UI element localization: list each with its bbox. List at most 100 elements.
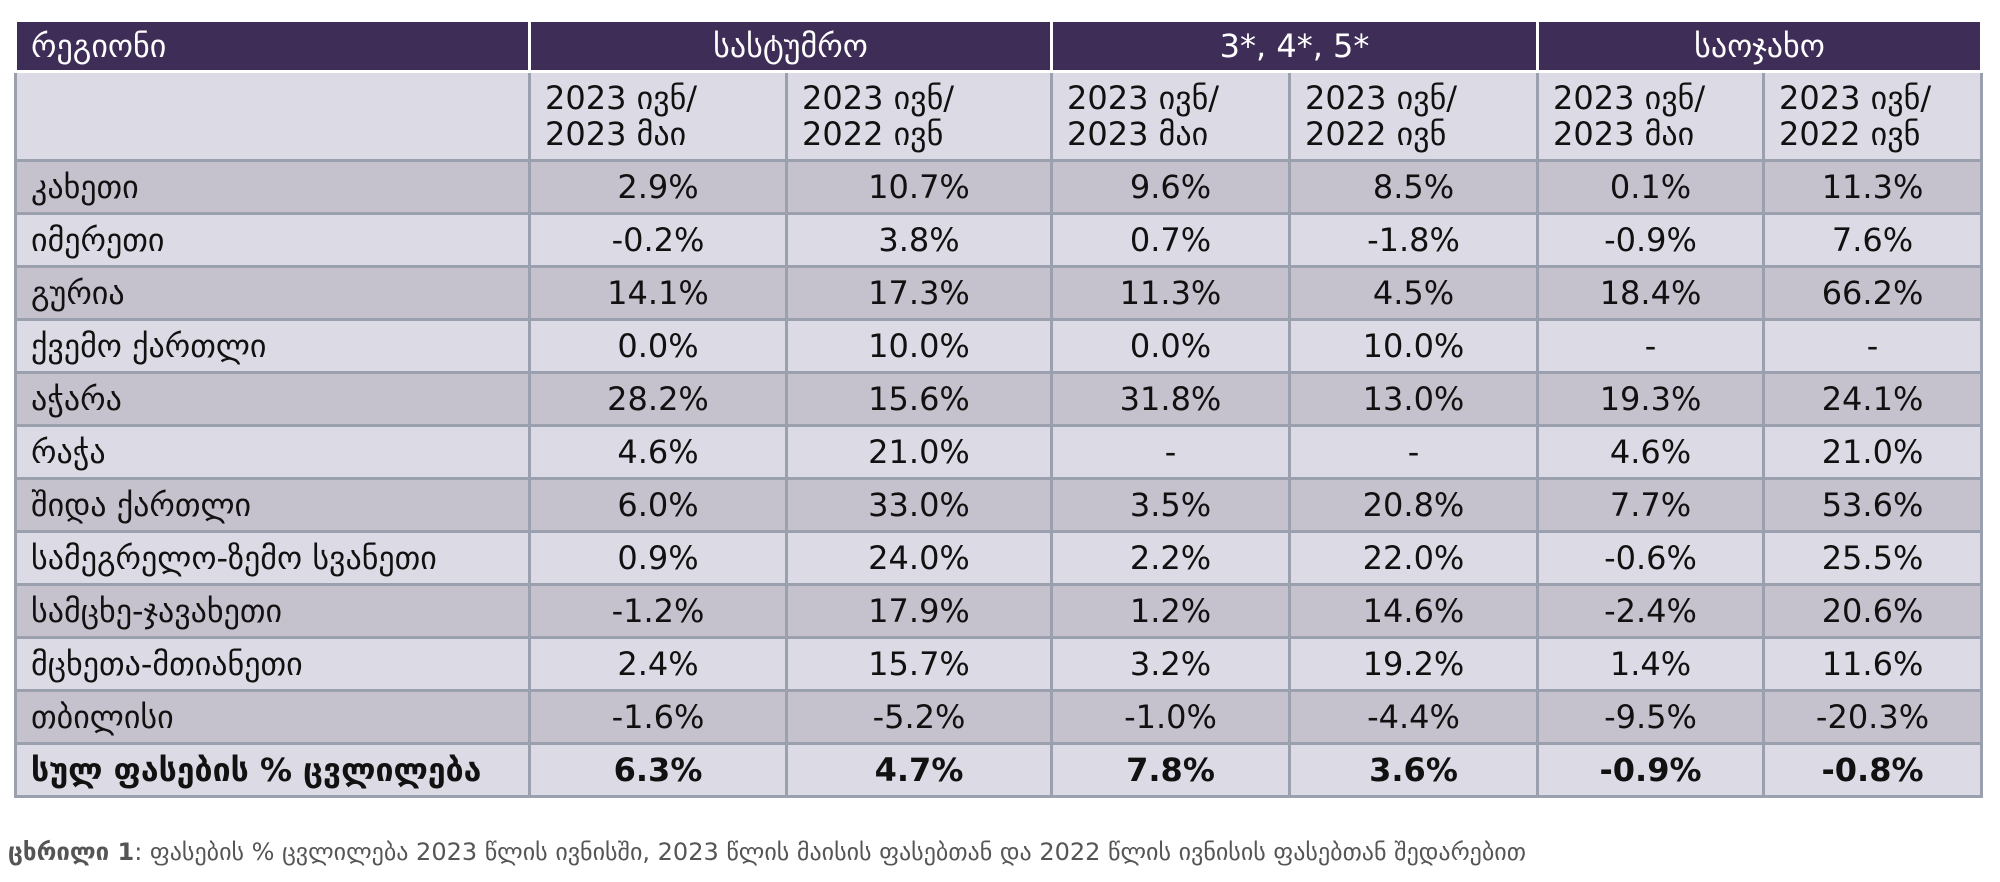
value-cell: -1.2%: [528, 583, 788, 639]
value-cell: -9.5%: [1536, 689, 1766, 745]
period-subheader: 2023 ივნ/2022 ივნ: [785, 70, 1053, 162]
period-subheader-line: 2023 ივნ/: [1067, 79, 1220, 117]
period-subheader: 2023 ივნ/2023 მაი: [528, 70, 788, 162]
region-name-cell: სამეგრელო-ზემო სვანეთი: [14, 530, 531, 586]
period-subheader-row: 2023 ივნ/2023 მაი 2023 ივნ/2022 ივნ 2023 ი…: [14, 70, 1984, 162]
region-name-cell: აჭარა: [14, 371, 531, 427]
period-subheader-line: 2022 ივნ: [1779, 115, 1921, 153]
table-row: სამეგრელო-ზემო სვანეთი 0.9% 24.0% 2.2% 22.0%…: [14, 530, 1984, 586]
value-cell: 21.0%: [1762, 424, 1984, 480]
value-cell: 28.2%: [528, 371, 788, 427]
value-cell: 3.5%: [1050, 477, 1291, 533]
value-cell: 19.2%: [1287, 636, 1540, 692]
region-name-cell: იმერეთი: [14, 212, 531, 268]
value-cell: 3.8%: [785, 212, 1053, 268]
value-cell: 0.9%: [528, 530, 788, 586]
hotel-group-header: სასტუმრო: [528, 22, 1053, 73]
period-subheader-line: 2023 ივნ/: [545, 79, 698, 117]
table-row: იმერეთი -0.2% 3.8% 0.7% -1.8% -0.9% 7.6%: [14, 212, 1984, 268]
period-subheader: 2023 ივნ/2023 მაი: [1536, 70, 1766, 162]
value-cell: 18.4%: [1536, 265, 1766, 321]
period-subheader: 2023 ივნ/2022 ივნ: [1287, 70, 1540, 162]
value-cell: 1.2%: [1050, 583, 1291, 639]
caption-text: : ფასების % ცვლილება 2023 წლის ივნისში, …: [134, 838, 1526, 866]
value-cell: 2.9%: [528, 159, 788, 215]
value-cell: 8.5%: [1287, 159, 1540, 215]
table-caption: ცხრილი 1: ფასების % ცვლილება 2023 წლის ი…: [8, 838, 1526, 866]
table-row: აჭარა 28.2% 15.6% 31.8% 13.0% 19.3% 24.1%: [14, 371, 1984, 427]
value-cell: 7.6%: [1762, 212, 1984, 268]
period-subheader-line: 2023 ივნ/: [1553, 79, 1706, 117]
value-cell: 10.7%: [785, 159, 1053, 215]
value-cell: -: [1762, 318, 1984, 374]
value-cell: 24.0%: [785, 530, 1053, 586]
value-cell: -1.8%: [1287, 212, 1540, 268]
value-cell: 0.7%: [1050, 212, 1291, 268]
caption-label: ცხრილი 1: [8, 838, 135, 866]
total-value-cell: 4.7%: [785, 742, 1053, 798]
period-subheader-line: 2023 მაი: [1553, 115, 1695, 153]
value-cell: 66.2%: [1762, 265, 1984, 321]
value-cell: -0.6%: [1536, 530, 1766, 586]
total-label-cell: სულ ფასების % ცვლილება: [14, 742, 531, 798]
value-cell: -20.3%: [1762, 689, 1984, 745]
value-cell: 9.6%: [1050, 159, 1291, 215]
value-cell: -2.4%: [1536, 583, 1766, 639]
star-hotels-group-header: 3*, 4*, 5*: [1049, 22, 1540, 73]
value-cell: 21.0%: [785, 424, 1053, 480]
table-row: შიდა ქართლი 6.0% 33.0% 3.5% 20.8% 7.7% 53.6%: [14, 477, 1984, 533]
value-cell: 11.3%: [1050, 265, 1291, 321]
value-cell: 17.9%: [785, 583, 1053, 639]
value-cell: 2.4%: [528, 636, 788, 692]
value-cell: 14.6%: [1287, 583, 1540, 639]
value-cell: 22.0%: [1287, 530, 1540, 586]
value-cell: 11.3%: [1762, 159, 1984, 215]
value-cell: 4.5%: [1287, 265, 1540, 321]
value-cell: 25.5%: [1762, 530, 1984, 586]
value-cell: 20.6%: [1762, 583, 1984, 639]
total-row: სულ ფასების % ცვლილება 6.3% 4.7% 7.8% 3.6% -0…: [14, 742, 1984, 798]
table-row: კახეთი 2.9% 10.7% 9.6% 8.5% 0.1% 11.3%: [14, 159, 1984, 215]
region-name-cell: რაჭა: [14, 424, 531, 480]
period-subheader-line: 2023 მაი: [1067, 115, 1209, 153]
cropped-heading-fragment: [0, 0, 2000, 16]
value-cell: 14.1%: [528, 265, 788, 321]
value-cell: 19.3%: [1536, 371, 1766, 427]
period-subheader-line: 2023 ივნ/: [1305, 79, 1458, 117]
value-cell: 3.2%: [1050, 636, 1291, 692]
value-cell: 7.7%: [1536, 477, 1766, 533]
table-row: სამცხე-ჯავახეთი -1.2% 17.9% 1.2% 14.6% -2.4% 2…: [14, 583, 1984, 639]
value-cell: 20.8%: [1287, 477, 1540, 533]
value-cell: 10.0%: [1287, 318, 1540, 374]
price-change-table: რეგიონი სასტუმრო 3*, 4*, 5* საოჯახო 2023…: [14, 22, 1984, 798]
value-cell: 0.1%: [1536, 159, 1766, 215]
total-value-cell: 7.8%: [1050, 742, 1291, 798]
region-name-cell: შიდა ქართლი: [14, 477, 531, 533]
period-subheader-line: 2023 ივნ/: [802, 79, 955, 117]
value-cell: 31.8%: [1050, 371, 1291, 427]
value-cell: 0.0%: [528, 318, 788, 374]
value-cell: 10.0%: [785, 318, 1053, 374]
value-cell: 17.3%: [785, 265, 1053, 321]
subheader-empty-cell: [14, 70, 531, 162]
table-row: ქვემო ქართლი 0.0% 10.0% 0.0% 10.0% - -: [14, 318, 1984, 374]
value-cell: -0.9%: [1536, 212, 1766, 268]
period-subheader-line: 2022 ივნ: [1305, 115, 1447, 153]
family-hotel-group-header: საოჯახო: [1536, 22, 1984, 73]
table-row: მცხეთა-მთიანეთი 2.4% 15.7% 3.2% 19.2% 1.4% 11.…: [14, 636, 1984, 692]
period-subheader-line: 2022 ივნ: [802, 115, 944, 153]
table-row: რაჭა 4.6% 21.0% - -4.6% 21.0%: [14, 424, 1984, 480]
value-cell: -: [1287, 424, 1540, 480]
region-name-cell: გურია: [14, 265, 531, 321]
period-subheader-line: 2023 მაი: [545, 115, 687, 153]
total-value-cell: 3.6%: [1287, 742, 1540, 798]
value-cell: 15.7%: [785, 636, 1053, 692]
value-cell: 33.0%: [785, 477, 1053, 533]
table-header-row: რეგიონი სასტუმრო 3*, 4*, 5* საოჯახო: [14, 22, 1984, 73]
value-cell: 6.0%: [528, 477, 788, 533]
value-cell: 13.0%: [1287, 371, 1540, 427]
value-cell: 11.6%: [1762, 636, 1984, 692]
value-cell: -5.2%: [785, 689, 1053, 745]
region-name-cell: კახეთი: [14, 159, 531, 215]
region-name-cell: მცხეთა-მთიანეთი: [14, 636, 531, 692]
